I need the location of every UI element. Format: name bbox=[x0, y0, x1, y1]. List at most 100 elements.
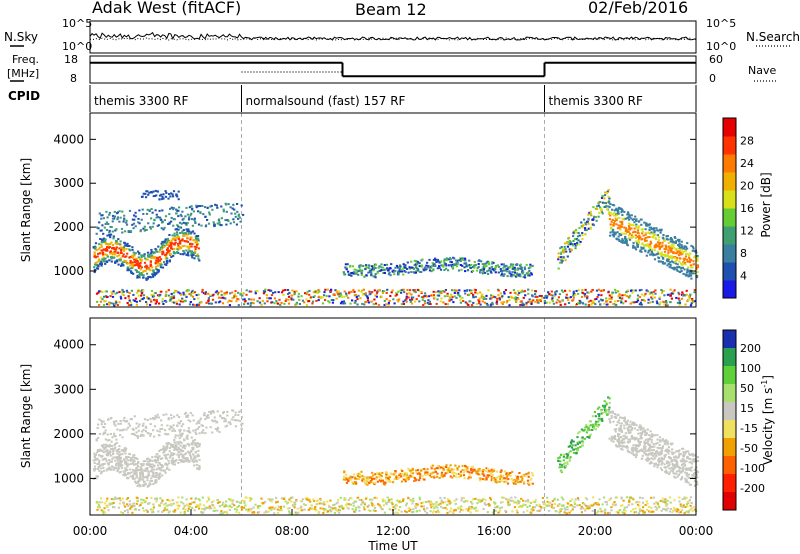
power-cell-1405 bbox=[165, 259, 168, 262]
velocity-cell-520 bbox=[412, 497, 415, 500]
power-cell-283 bbox=[273, 297, 276, 300]
power-cell-2360 bbox=[581, 238, 584, 240]
power-cell-1159 bbox=[122, 264, 125, 267]
power-cell-892 bbox=[635, 301, 638, 303]
power-cell-697 bbox=[522, 296, 525, 299]
power-cell-643 bbox=[492, 295, 495, 298]
power-cell-2428 bbox=[606, 192, 609, 195]
velocity-cell-1442 bbox=[171, 457, 174, 460]
velocity-cell-1596 bbox=[97, 423, 100, 426]
velocity-cell-1144 bbox=[122, 473, 125, 476]
power-cell-2192 bbox=[491, 262, 494, 265]
velocity-cell-1461 bbox=[175, 459, 178, 462]
nave-label: Nave bbox=[748, 64, 776, 77]
velocity-cell-616 bbox=[469, 511, 472, 514]
power-cell-2262 bbox=[518, 273, 521, 276]
velocity-cell-241 bbox=[239, 501, 242, 504]
power-cell-1478 bbox=[178, 240, 181, 243]
power-cell-1997 bbox=[407, 271, 410, 274]
power-cell-2299 bbox=[559, 247, 562, 250]
velocity-cell-600 bbox=[460, 505, 463, 508]
velocity-cell-1762 bbox=[195, 433, 198, 435]
velocity-cell-647 bbox=[494, 509, 497, 512]
power-cell-948 bbox=[669, 301, 672, 304]
velocity-cell-689 bbox=[517, 506, 521, 508]
power-cell-501 bbox=[411, 298, 414, 301]
velocity-cell-1556 bbox=[191, 441, 194, 444]
power-cell-1189 bbox=[128, 268, 131, 271]
power-cell-598 bbox=[467, 293, 471, 296]
power-cell-619 bbox=[478, 297, 481, 300]
velocity-cell-977 bbox=[693, 508, 696, 511]
power-cell-2053 bbox=[432, 268, 435, 271]
velocity-cell-763 bbox=[562, 498, 565, 501]
power-cell-1065 bbox=[103, 258, 106, 261]
power-cell-296 bbox=[284, 289, 287, 291]
power-cell-1289 bbox=[146, 272, 149, 275]
velocity-cell-1470 bbox=[177, 461, 180, 464]
velocity-cell-1579 bbox=[196, 445, 199, 448]
power-cell-2245 bbox=[513, 274, 516, 277]
power-cell-2372 bbox=[584, 221, 587, 224]
velocity-cell-168 bbox=[195, 504, 198, 507]
power-cell-727 bbox=[537, 298, 540, 301]
power-cell-1584 bbox=[96, 226, 99, 229]
velocity-cell-1752 bbox=[187, 427, 190, 430]
velocity-cell-1109 bbox=[115, 441, 118, 444]
power-cell-1244 bbox=[136, 261, 139, 264]
velocity-cell-1212 bbox=[133, 460, 136, 463]
velocity-cell-176 bbox=[200, 510, 203, 513]
velocity-cell-1711 bbox=[167, 418, 170, 421]
power-cell-1854 bbox=[168, 193, 171, 196]
velocity-cell-1774 bbox=[201, 431, 204, 434]
power-cell-1196 bbox=[130, 255, 133, 258]
power-cell-1365 bbox=[160, 263, 163, 266]
power-cell-1749 bbox=[194, 220, 197, 223]
velocity-cell-1478 bbox=[177, 446, 180, 449]
power-cell-2575 bbox=[628, 228, 632, 231]
power-cell-1576 bbox=[195, 235, 198, 237]
power-cell-2149 bbox=[473, 266, 476, 269]
power-cell-41 bbox=[120, 297, 123, 300]
velocity-cell-599 bbox=[458, 510, 461, 513]
power-cell-1770 bbox=[208, 211, 211, 214]
power-cell-1797 bbox=[224, 202, 227, 205]
velocity-cell-1476 bbox=[178, 454, 181, 457]
power-cell-553 bbox=[441, 290, 444, 292]
power-cell-2735 bbox=[656, 229, 659, 232]
velocity-cell-584 bbox=[449, 510, 452, 513]
power-cell-233 bbox=[237, 304, 240, 307]
velocity-cell-686 bbox=[517, 499, 520, 502]
velocity-cell-213 bbox=[223, 511, 226, 514]
power-cell-397 bbox=[349, 302, 352, 305]
velocity-cell-1856 bbox=[349, 478, 352, 481]
power-cell-565 bbox=[448, 299, 451, 302]
power-cell-499 bbox=[409, 298, 412, 301]
velocity-cell-1729 bbox=[176, 424, 179, 427]
power-cell-1330 bbox=[154, 248, 157, 250]
power-cell-1607 bbox=[108, 211, 111, 214]
velocity-cell-1080 bbox=[109, 448, 113, 451]
power-cell-2005 bbox=[411, 266, 414, 269]
power-cell-1631 bbox=[123, 218, 126, 221]
power-cell-461 bbox=[385, 291, 388, 294]
velocity-cell-1165 bbox=[125, 455, 128, 458]
power-cell-876 bbox=[624, 300, 627, 303]
velocity-cell-202 bbox=[216, 509, 219, 512]
power-cell-1809 bbox=[232, 221, 236, 224]
velocity-cell-1800 bbox=[216, 421, 219, 424]
power-cell-1249 bbox=[139, 265, 142, 268]
power-cell-1968 bbox=[393, 273, 396, 276]
velocity-cell-492 bbox=[394, 507, 397, 510]
power-cell-2628 bbox=[638, 234, 641, 237]
power-cell-470 bbox=[393, 302, 396, 305]
velocity-cell-1371 bbox=[158, 477, 161, 480]
power-cell-979 bbox=[688, 295, 691, 298]
velocity-cell-648 bbox=[493, 506, 497, 509]
velocity-cell-1707 bbox=[164, 432, 167, 435]
power-cell-1102 bbox=[111, 253, 114, 256]
velocity-cell-1563 bbox=[192, 461, 195, 464]
velocity-cell-1305 bbox=[147, 473, 150, 476]
power-cell-2424 bbox=[605, 205, 608, 208]
power-cell-616 bbox=[477, 299, 480, 302]
